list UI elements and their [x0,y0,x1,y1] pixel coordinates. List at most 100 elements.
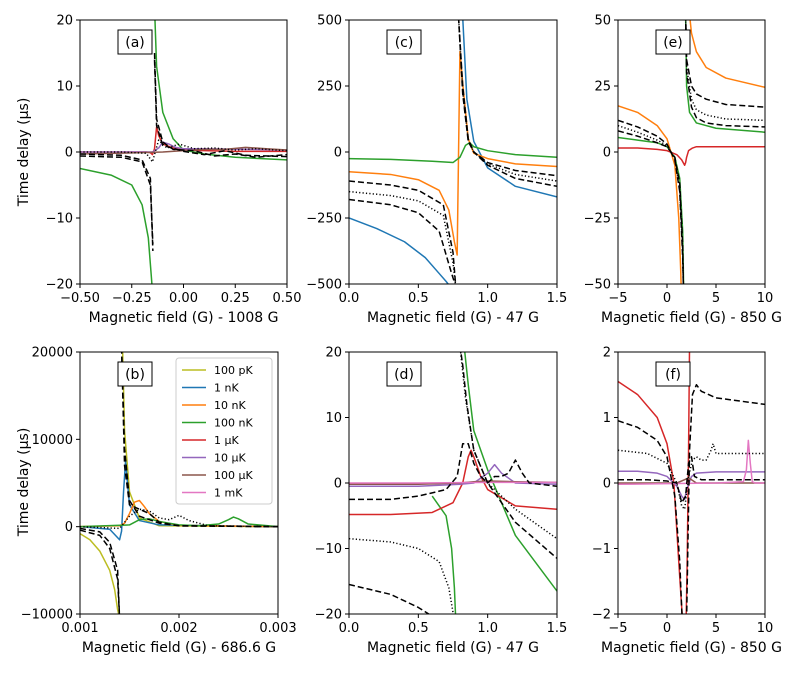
x-tick-label: 0.0 [339,621,360,636]
panel-d: 0.0 0.5 1.0 1.5 −20 −10 0 10 20 Magnetic field (G… [315,346,568,657]
x-tick-label: −0.25 [112,291,152,306]
y-tick-label: −50 [584,278,611,293]
x-tick-label: 0.5 [408,621,429,636]
series-line-e-dotted [618,20,765,284]
x-axis-label: Magnetic field (G) - 47 G [367,310,539,326]
series-line-c-10-nk [349,50,557,256]
series-line-c-1-nk [349,20,557,284]
y-tick-label: −20 [46,278,73,293]
series-line-c-dashed-1 [349,20,557,284]
x-axis-label: Magnetic field (G) - 47 G [367,640,539,656]
y-tick-label: 10 [56,80,73,95]
series-line-f-dotted [618,442,765,510]
x-axis-label: Magnetic field (G) - 850 G [601,640,782,656]
series-group-e [618,20,765,284]
legend-entry: 100 pK [182,364,253,377]
y-tick-label: 0 [603,146,611,161]
legend-entry: 10 μK [182,452,246,465]
x-tick-label: 0.003 [259,621,296,636]
x-tick-label: −0.50 [60,291,100,306]
legend-label: 1 mK [214,487,243,500]
legend-label: 10 μK [214,452,246,465]
y-tick-label: 1 [603,411,611,426]
y-tick-label: 0 [65,520,73,535]
y-tick-label: −10 [315,542,342,557]
x-tick-label: 0.002 [160,621,197,636]
series-line-d-10-k [349,463,557,488]
x-tick-label: 0.25 [221,291,250,306]
x-tick-label: 5 [712,621,720,636]
series-line-d-100-nk [431,352,557,614]
series-line-c-dashed-2 [349,20,557,284]
series-line-c-dotted [349,20,557,284]
y-tick-label: 0 [65,146,73,161]
panel-label-a: (a) [117,29,153,55]
y-tick-label: −10000 [21,608,73,623]
panel-label-text: (e) [663,35,683,51]
legend-entry: 1 nK [182,382,239,395]
series-line-d-1-k [349,449,557,516]
legend-label: 10 nK [214,399,246,412]
x-tick-label: 5 [712,291,720,306]
legend-frame [175,357,273,505]
x-tick-label: 0.00 [169,291,198,306]
series-line-d-1-mk [349,481,557,484]
legend-label: 100 μK [214,469,253,482]
panel-b: 0.001 0.002 0.003 −10000 0 10000 20000 Magnetic… [21,346,297,657]
series-group-d [349,352,557,614]
panel-label-c: (c) [386,29,422,55]
y-tick-label: 25 [594,80,611,95]
series-line-d-dashed-2 [349,442,557,501]
series-line-f-10-k [618,470,765,501]
legend-entry: 100 μK [182,469,253,482]
x-axis-label: Magnetic field (G) - 686.6 G [82,640,276,656]
series-line-a-dashed-2 [80,59,287,245]
panel-c: 0.0 0.5 1.0 1.5 −500 −250 0 250 500 Magnetic fiel… [306,14,567,327]
panel-label-text: (d) [394,367,414,383]
x-tick-label: 0 [663,291,671,306]
series-line-a-dashed-1 [80,52,287,252]
legend-entry: 10 nK [182,399,246,412]
y-tick-label: −500 [306,278,342,293]
panel-f: −5 0 5 10 −2 −1 0 1 2 Magnetic field (G) - 850 G (… [592,346,782,657]
ylabel-bottom: Time delay (μs) [16,428,32,538]
x-tick-label: 1.0 [477,621,498,636]
series-line-f-dashed-1 [618,384,765,614]
x-tick-label: 0.50 [273,291,302,306]
series-line-e-10-nk [618,20,765,284]
legend-entry: 1 μK [182,434,239,447]
series-line-e-1-k [618,145,765,166]
y-tick-label: −10 [46,212,73,227]
y-tick-label: 500 [317,14,342,29]
y-tick-label: 2 [603,346,611,361]
x-tick-label: 10 [757,291,774,306]
series-line-a-dotted [80,139,287,163]
series-line-c-100-nk [349,142,557,164]
series-line-e-dashed-1 [618,20,765,284]
x-tick-label: 1.0 [477,291,498,306]
panel-label-b: (b) [117,361,153,387]
series-line-e-100-nk [618,20,765,284]
ylabel-top: Time delay (μs) [16,98,32,208]
x-tick-label: 0.5 [408,291,429,306]
series-line-e-dashed-2 [618,20,765,284]
y-tick-label: 0 [334,477,342,492]
legend-entry: 100 nK [182,417,253,430]
x-axis-label: Magnetic field (G) - 1008 G [89,310,279,326]
series-group-c [349,20,557,284]
series-line-d-dashed-1 [349,352,557,614]
y-tick-label: 20 [56,14,73,29]
legend-label: 1 nK [214,382,239,395]
y-tick-label: 20000 [32,346,73,361]
x-tick-label: −5 [608,621,627,636]
series-line-d-dotted [349,352,557,614]
legend-label: 100 nK [214,417,253,430]
panel-label-text: (b) [125,367,145,383]
y-tick-label: 10 [325,411,342,426]
series-line-b-100-nk [80,516,278,528]
series-group-f [618,352,765,614]
plot-frame [617,19,766,285]
x-axis-label: Magnetic field (G) - 850 G [601,310,782,326]
y-tick-label: 10000 [32,433,73,448]
y-tick-label: −20 [315,608,342,623]
